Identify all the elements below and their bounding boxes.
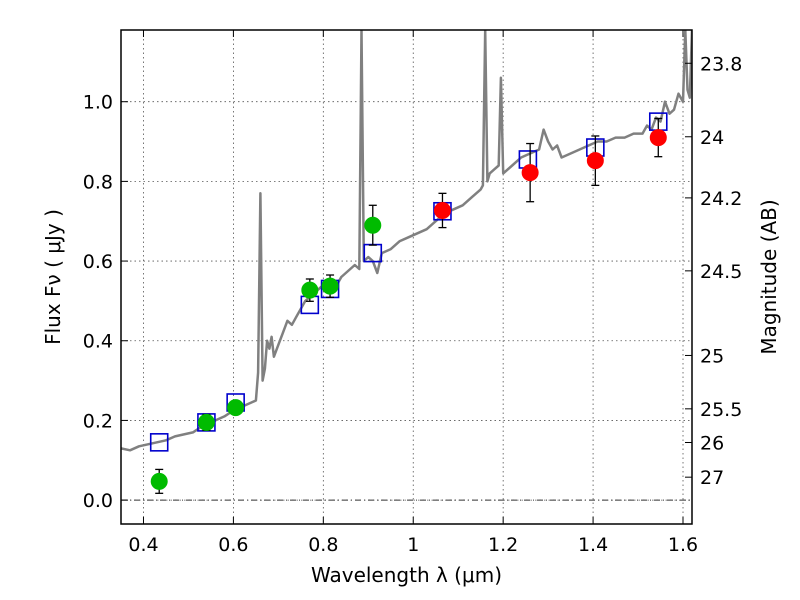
x-tick-label: 0.8: [308, 534, 338, 556]
nir-data-point: [586, 152, 604, 170]
nir-data-point: [433, 201, 451, 219]
y2-tick-label: 24.5: [700, 261, 742, 283]
y2-tick-label: 24: [700, 127, 724, 149]
axis-ticks: 0.4 0.6 0.8 1 1.2 1.4 1.6 0.0 0.2 0.4 0.6 0.8 1.0 23.…: [83, 30, 742, 556]
optical-data-point: [301, 281, 319, 299]
x-tick-label: 1.6: [668, 534, 698, 556]
y2-tick-label: 23.8: [700, 53, 742, 75]
data-layer: [121, 30, 692, 494]
x-tick-label: 1.2: [488, 534, 518, 556]
optical-data-point: [197, 413, 215, 431]
optical-data-point: [227, 399, 245, 417]
x-tick-label: 1: [407, 534, 419, 556]
y2-tick-label: 25.5: [700, 399, 742, 421]
optical-data-point: [150, 472, 168, 490]
y2-tick-label: 27: [700, 467, 724, 489]
y-tick-label: 0.0: [83, 490, 113, 512]
x-tick-label: 1.4: [578, 534, 608, 556]
x-tick-label: 0.6: [218, 534, 248, 556]
y-tick-label: 0.8: [83, 171, 113, 193]
nir-data-point: [521, 164, 539, 182]
y-tick-label: 0.2: [83, 410, 113, 432]
nir-data-point: [649, 129, 667, 147]
plot-frame: [120, 29, 693, 525]
plot-area: [121, 30, 692, 494]
optical-data-point: [321, 277, 339, 295]
y-tick-label: 1.0: [83, 92, 113, 114]
y-tick-label: 0.6: [83, 251, 113, 273]
y2-tick-label: 24.2: [700, 188, 742, 210]
y-tick-label: 0.4: [83, 331, 113, 353]
y2-axis-label: Magnitude (AB): [757, 199, 781, 354]
y-axis-label: Flux Fν ( μJy ): [41, 209, 65, 345]
spectrum-line: [121, 30, 692, 452]
grid: [121, 30, 692, 524]
x-axis-label: Wavelength λ (μm): [311, 563, 502, 587]
optical-data-point: [364, 216, 382, 234]
model-photometry-square: [149, 433, 169, 452]
x-tick-label: 0.4: [128, 534, 158, 556]
y2-tick-label: 25: [700, 345, 724, 367]
y2-tick-label: 26: [700, 433, 724, 455]
